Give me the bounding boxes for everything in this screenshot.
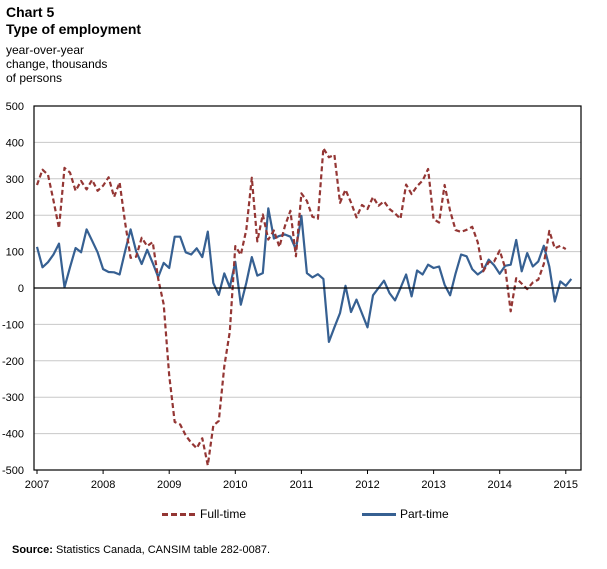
series-group xyxy=(35,147,573,467)
y-tick-label: -500 xyxy=(2,465,24,477)
x-axis-ticks: 2007 2008 2009 2010 2011 2012 2013 2014 2015 xyxy=(25,470,578,491)
x-tick-label: 2013 xyxy=(421,479,445,491)
line-chart: 500 400 300 200 100 0 -100 -200 -300 -400 -500 200… xyxy=(2,101,582,491)
series-line-part-time xyxy=(35,207,573,343)
y-tick-label: -300 xyxy=(2,392,24,404)
y-axis-ticks: 500 400 300 200 100 0 -100 -200 -300 -400 -500 xyxy=(2,101,24,477)
y-axis-title-line-1: year-over-year xyxy=(6,43,85,57)
x-tick-label: 2011 xyxy=(290,479,314,491)
chart-title-block: Chart 5 Type of employment xyxy=(6,4,141,38)
y-axis-title: year-over-year change, thousands of pers… xyxy=(6,43,126,85)
x-tick-label: 2015 xyxy=(554,479,578,491)
chart-title: Type of employment xyxy=(6,21,142,37)
y-axis-title-line-3: of persons xyxy=(6,71,63,85)
legend-label-part-time: Part-time xyxy=(400,507,449,521)
x-tick-label: 2014 xyxy=(487,479,511,491)
source-note: Source: Statistics Canada, CANSIM table … xyxy=(12,544,270,556)
source-text: Statistics Canada, CANSIM table 282-0087… xyxy=(56,544,271,556)
y-tick-label: -100 xyxy=(2,319,24,331)
y-tick-label: 0 xyxy=(18,283,24,295)
y-axis-title-line-2: change, thousands xyxy=(6,57,108,71)
x-tick-label: 2007 xyxy=(25,479,49,491)
gridlines xyxy=(34,141,581,435)
legend-item-part-time: Part-time xyxy=(362,507,449,521)
series-line-full-time xyxy=(35,147,567,467)
x-tick-label: 2008 xyxy=(91,479,115,491)
source-label: Source: xyxy=(12,544,53,556)
x-tick-label: 2012 xyxy=(355,479,379,491)
y-tick-label: 200 xyxy=(6,210,24,222)
legend-item-full-time: Full-time xyxy=(162,507,246,521)
legend-swatch-full-time xyxy=(162,512,196,516)
y-tick-label: -200 xyxy=(2,356,24,368)
legend-label-full-time: Full-time xyxy=(200,507,247,521)
y-tick-label: -400 xyxy=(2,429,24,441)
x-tick-label: 2010 xyxy=(223,479,247,491)
y-tick-label: 300 xyxy=(6,174,24,186)
y-tick-label: 500 xyxy=(6,101,24,113)
y-tick-label: 400 xyxy=(6,137,24,149)
y-tick-label: 100 xyxy=(6,247,24,259)
x-tick-label: 2009 xyxy=(157,479,181,491)
chart-number: Chart 5 xyxy=(6,4,55,20)
legend-swatch-part-time xyxy=(362,512,396,516)
